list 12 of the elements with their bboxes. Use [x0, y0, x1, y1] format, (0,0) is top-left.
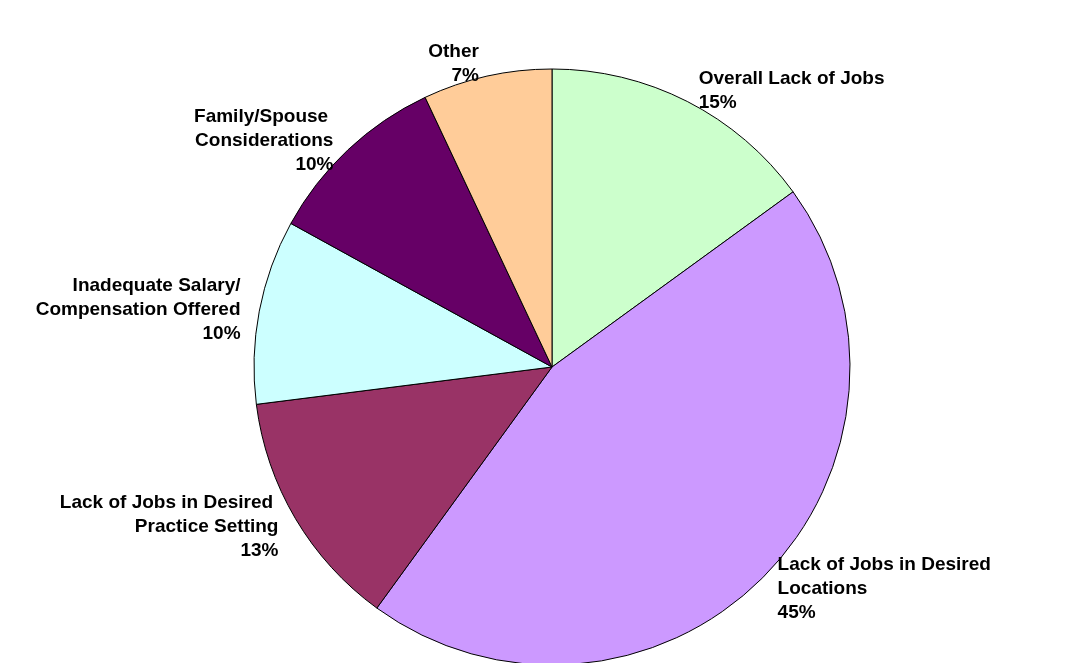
data-label: 13%	[240, 539, 279, 561]
slice-label: Other	[428, 40, 480, 62]
slice-label: Overall Lack of Jobs	[698, 66, 885, 88]
data-label: 7%	[451, 64, 480, 86]
slice-label: Lack of Jobs in Desired Locations	[777, 553, 997, 599]
data-label: 10%	[295, 153, 334, 175]
data-label: 15%	[698, 90, 737, 112]
slice-label: Inadequate Salary/Compensation Offered	[35, 274, 242, 320]
slice-label: Lack of Jobs in Desired Practice Setting	[59, 491, 279, 537]
slice-label: Family/Spouse Considerations	[194, 105, 334, 151]
data-label: 10%	[202, 322, 241, 344]
data-label: 45%	[777, 601, 816, 623]
